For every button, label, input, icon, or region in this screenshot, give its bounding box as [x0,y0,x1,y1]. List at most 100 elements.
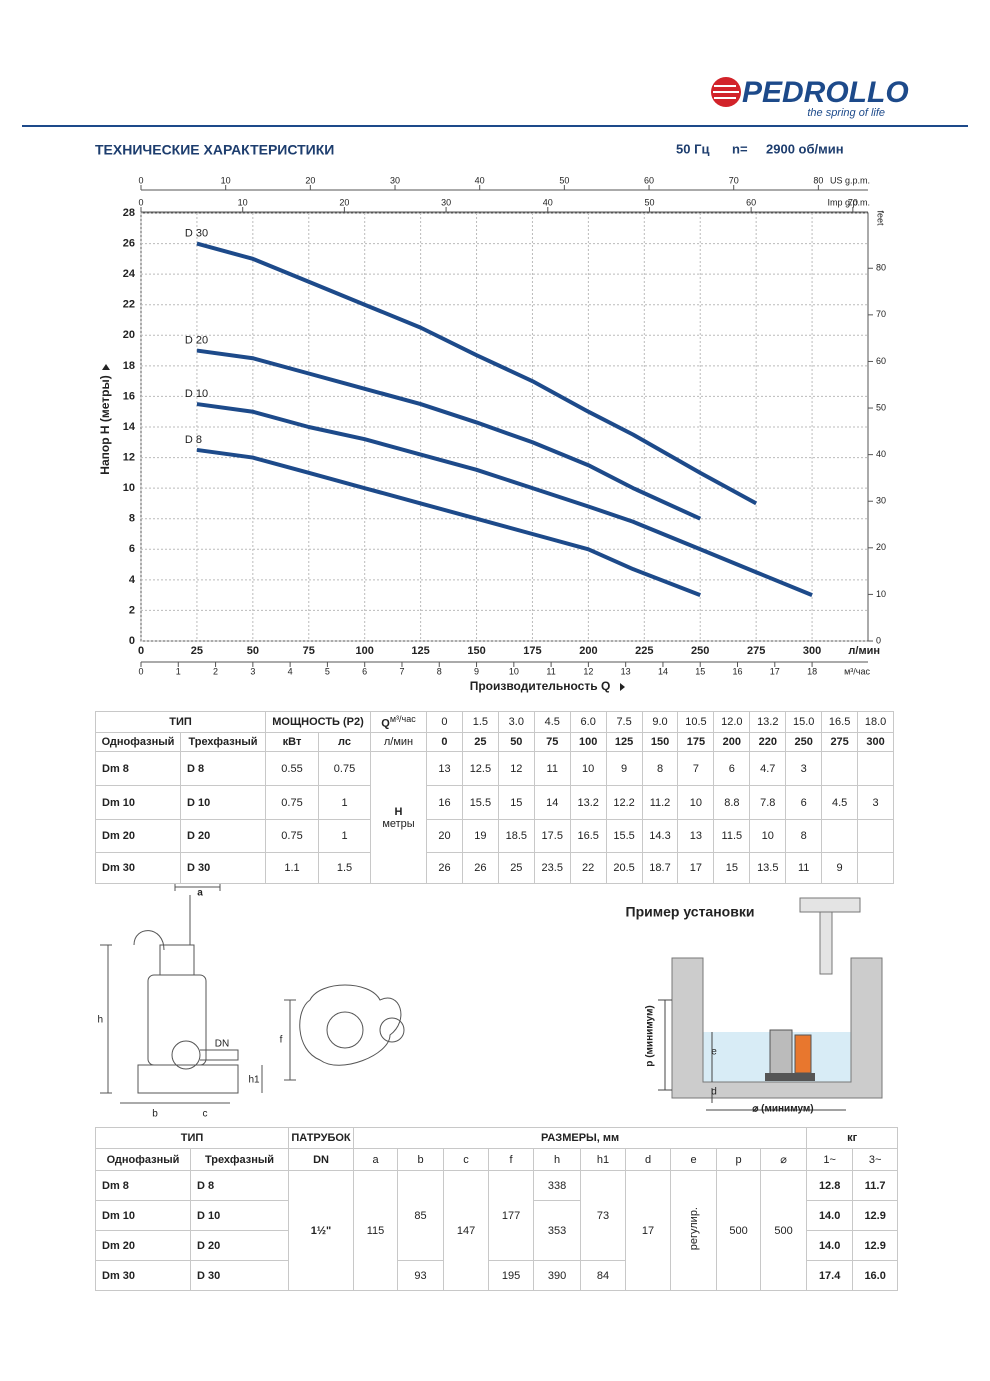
cell: 125 [605,732,643,752]
th: ПАТРУБОК [288,1127,355,1149]
axis-unit: US g.p.m. [830,175,870,185]
y-tick-label: 22 [123,299,135,311]
tick-label: 10 [221,175,231,185]
cell: a [353,1148,399,1171]
cell: 200 [713,732,751,752]
dim-dn: DN [215,1039,229,1050]
cell: Однофазный [95,732,181,752]
dim-b: b [152,1109,158,1120]
cell: 18.5 [497,819,535,853]
cell [821,751,859,786]
curve-label: D 20 [185,334,208,346]
cell: 25 [497,852,535,884]
tick-label: 40 [475,175,485,185]
install-e: e [711,1047,717,1058]
arrow [102,364,110,370]
cell: D 10 [179,785,267,820]
cell: 300 [857,732,894,752]
cell: ТИП [94,711,267,733]
y-tick-label: 18 [123,360,135,372]
tick-label: 14 [658,666,668,676]
tick-label: 2 [213,666,218,676]
tick-label: 50 [559,175,569,185]
dim-h: h [97,1015,103,1026]
y-tick-label: 20 [123,329,135,341]
th: кг [806,1127,899,1149]
cell [857,852,894,884]
cell: 1.1 [265,852,320,884]
x-tick-label: 175 [523,645,541,657]
tick-label: 18 [807,666,817,676]
cell: 12.0 [713,711,751,733]
brand: PEDROLLO [742,76,909,109]
cell: 12.2 [605,785,643,820]
curve [196,402,813,597]
tick-label: 0 [138,175,143,185]
cell: 175 [677,732,715,752]
cell: 17 [677,852,715,884]
curve-label: D 30 [185,227,208,239]
cell: 0.55 [265,751,320,786]
cell [821,819,859,853]
th: Трехфазный [189,1148,290,1171]
cell: 4.5 [821,785,859,820]
cell [857,819,894,853]
curve [196,348,702,521]
cell: 4.5 [533,711,571,733]
dim-f: f [280,1035,283,1046]
cell: 1 [318,819,372,853]
pump-drawing [100,883,405,1104]
cell: 73 [580,1170,627,1261]
cell: f [488,1148,535,1171]
cell: p [716,1148,762,1171]
cell: D 10 [189,1200,290,1231]
cell: 16.0 [852,1260,899,1291]
y-tick-label: 12 [123,451,135,463]
cell: Dm 20 [95,819,181,853]
cell: 0 [426,732,463,752]
x-tick-label: 300 [803,645,821,657]
cell: 4.7 [749,751,787,786]
cell: 13.2 [569,785,607,820]
axis-unit: Imp g.p.m. [827,197,870,207]
cell: 12.9 [852,1230,899,1261]
cell: 353 [533,1200,582,1261]
cell: 12.8 [806,1170,854,1201]
cell: 7 [677,751,715,786]
cell: лс [318,732,372,752]
tick-label: 15 [695,666,705,676]
tick-label: 11 [546,666,555,676]
performance-table: ТИП МОЩНОСТЬ (P2) Qм³/час 0 1.5 3.0 4.5 6.0 7.5 9… [94,711,894,884]
cell: c [443,1148,490,1171]
cell: 93 [397,1260,445,1291]
y-tick-label: 6 [129,543,135,555]
x-tick-label: 0 [138,645,144,657]
tick-label: 0 [138,666,143,676]
cell: 3 [857,785,894,820]
speed: 2900 об/мин [766,141,844,156]
tick-label: 20 [339,197,349,207]
tick-label: 17 [770,666,780,676]
y-tick-label: 10 [123,482,135,494]
cell: 0 [426,711,463,733]
cell: 8.8 [713,785,751,820]
x-tick-label: 75 [303,645,315,657]
cell: 17.4 [806,1260,854,1291]
cell: 75 [533,732,571,752]
cell: D 30 [189,1260,290,1291]
cell: 13.5 [749,852,787,884]
q: Q [381,717,390,730]
cell: 177 [488,1170,535,1261]
cell: 500 [760,1170,808,1291]
cell: D 20 [189,1230,290,1261]
cell: 14.0 [806,1200,854,1231]
th: РАЗМЕРЫ, мм [353,1127,808,1149]
cell: 6 [713,751,751,786]
tick-label: 80 [813,175,823,185]
dimensions-table: ТИП ПАТРУБОК РАЗМЕРЫ, мм кг Однофазный Трехф… [94,1127,899,1291]
cell: 16.5 [821,711,859,733]
tick-label: 70 [876,309,886,319]
cell: 10.5 [677,711,715,733]
tick-label: 30 [390,175,400,185]
x-tick-label: 250 [691,645,709,657]
